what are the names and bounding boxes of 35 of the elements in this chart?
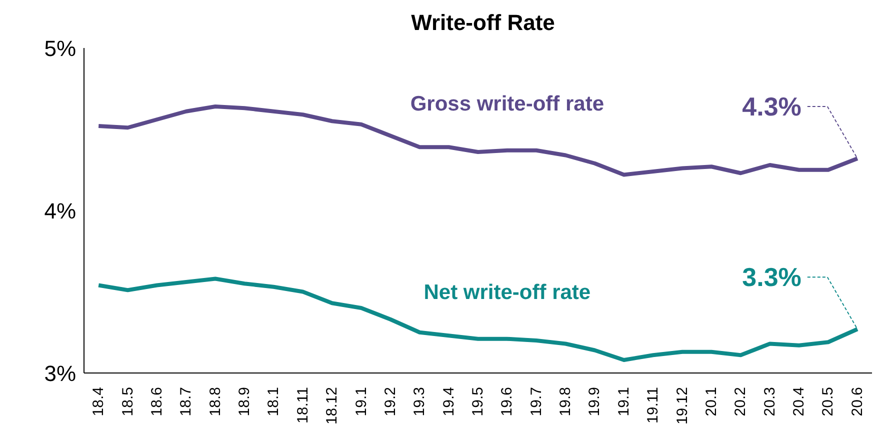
x-tick-label: 18.7 [178, 387, 195, 416]
x-tick-label: 18.9 [236, 387, 254, 416]
x-tick-label: 18.1 [265, 387, 282, 416]
x-tick-label: 19.7 [528, 387, 545, 416]
y-tick-label: 4% [44, 198, 76, 224]
series-label: Gross write-off rate [410, 92, 604, 116]
x-tick-label: 18.4 [90, 387, 108, 416]
x-tick-label: 20.6 [848, 387, 866, 416]
x-tick-label: 19.2 [382, 387, 399, 416]
y-tick-label: 3% [44, 360, 76, 386]
x-tick-label: 19.3 [411, 387, 428, 416]
x-tick-label: 19.4 [440, 387, 458, 416]
x-tick-label: 20.4 [790, 387, 808, 416]
y-tick-label: 5% [44, 36, 76, 61]
x-tick-label: 18.11 [294, 387, 312, 424]
x-tick-label: 19.1 [615, 387, 632, 416]
annotation: 4.3% [742, 92, 802, 122]
x-tick-label: 19.6 [498, 387, 516, 416]
x-tick-label: 18.8 [206, 387, 224, 416]
x-tick-label: 20.2 [732, 387, 750, 416]
x-tick-label: 18.6 [148, 387, 166, 416]
x-tick-label: 20.3 [761, 387, 778, 416]
annotation: 3.3% [742, 262, 802, 292]
chart-title: Write-off Rate [410, 10, 556, 36]
x-tick-label: 19.5 [470, 387, 486, 416]
x-tick-label: 19.12 [674, 387, 691, 425]
x-tick-label: 18.5 [119, 387, 136, 416]
x-tick-label: 20.5 [820, 387, 837, 416]
x-tick-label: 19.1 [352, 387, 370, 416]
x-tick-label: 20.1 [702, 387, 720, 416]
x-tick-label: 19.8 [557, 387, 574, 416]
x-tick-label: 19.9 [586, 387, 604, 416]
x-tick-label: 18.12 [324, 387, 341, 425]
series-label: Net write-off rate [424, 280, 591, 304]
x-tick-label: 19.11 [644, 387, 662, 424]
